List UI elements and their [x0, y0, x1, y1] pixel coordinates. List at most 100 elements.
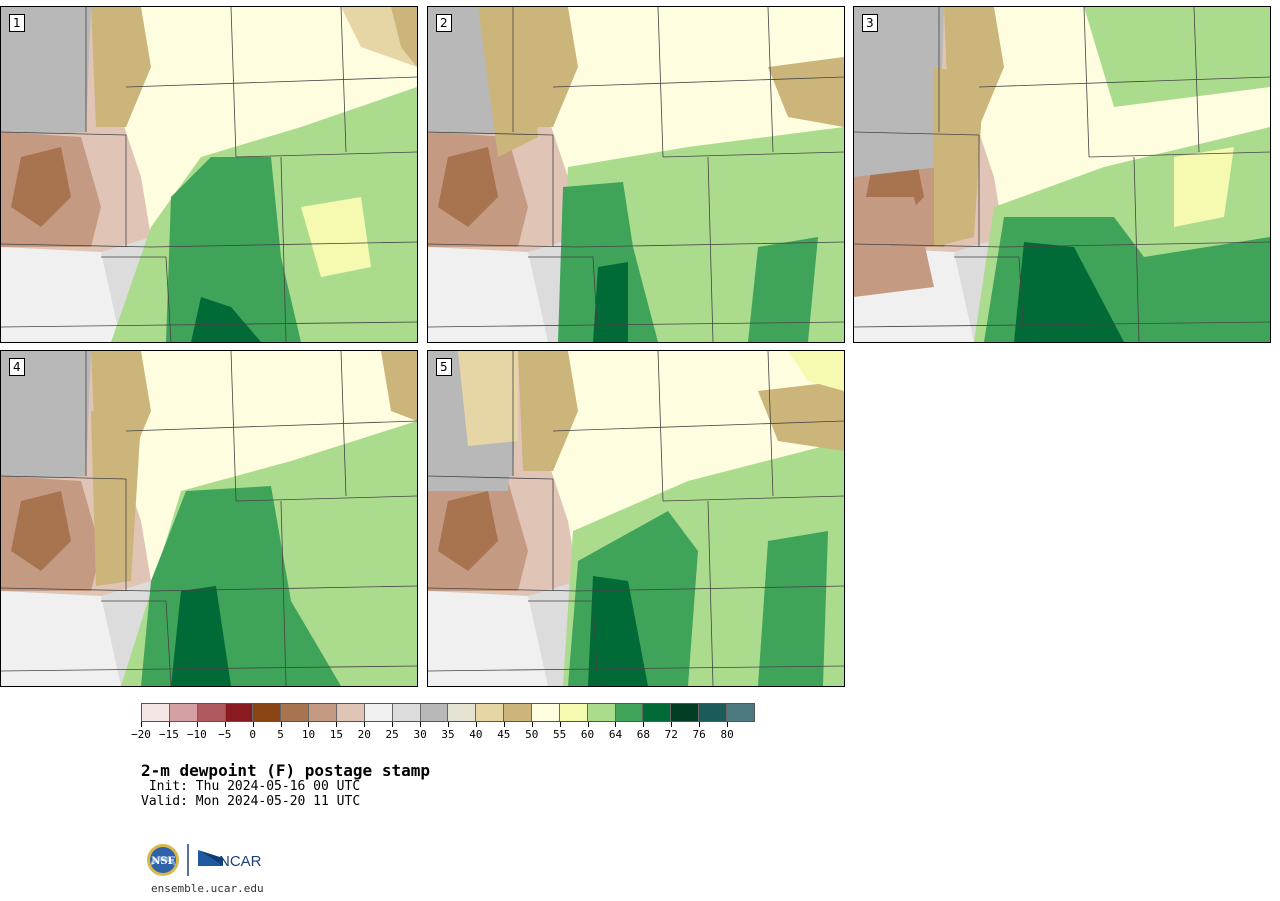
- colorbar-tick-label: 50: [525, 728, 539, 741]
- colorbar-tick: [392, 722, 394, 727]
- terrain-highlands: [11, 147, 71, 227]
- state-boundary: [552, 420, 844, 432]
- state-boundary: [101, 600, 172, 686]
- state-boundary: [662, 495, 844, 502]
- dry-pocket: [301, 197, 371, 277]
- dewpoint-map-2: [428, 7, 844, 342]
- colorbar-tick-label: 30: [413, 728, 427, 741]
- state-boundary: [340, 351, 347, 497]
- colorbar-tick: [643, 722, 645, 727]
- state-boundary: [1, 243, 152, 248]
- colorbar-tick: [308, 722, 310, 727]
- ncar-logo-text: NCAR: [219, 853, 262, 870]
- colorbar-tick-label: 10: [301, 728, 316, 741]
- colorbar-tick-label: 64: [608, 728, 623, 741]
- init-time: Init: Thu 2024-05-16 00 UTC: [141, 779, 361, 794]
- colorbar-swatch: [281, 704, 310, 721]
- colorbar-tick-label: 55: [553, 728, 567, 741]
- colorbar-ticks: −20 −15 −10 −5 0 5 10 15 20 25 30 35 40 45 50 55 60 64 68 7…: [131, 722, 755, 742]
- terrain-northwest-3: [854, 7, 944, 177]
- colorbar-tick-label: 20: [357, 728, 371, 741]
- colorbar-swatch: [532, 704, 560, 721]
- state-boundary: [101, 256, 172, 342]
- colorbar-tick: [559, 722, 561, 727]
- state-boundary: [854, 131, 980, 136]
- map-panel-2: 2: [427, 6, 845, 343]
- terrain-northwest: [1, 7, 91, 137]
- moisture-high: [558, 182, 658, 342]
- colorbar-tick-label: 76: [692, 728, 706, 741]
- colorbar-swatch: [476, 704, 505, 721]
- terrain-northeast: [381, 351, 417, 421]
- state-boundary: [1, 587, 152, 592]
- state-boundary: [767, 351, 774, 497]
- moisture-very-high: [593, 262, 628, 342]
- panel-label-5: 5: [436, 358, 452, 376]
- state-boundary: [1003, 241, 1270, 248]
- state-boundary: [125, 420, 417, 432]
- colorbar-tick: [336, 722, 338, 727]
- state-boundary: [235, 151, 417, 158]
- colorbar-tick: [503, 722, 505, 727]
- state-boundary: [552, 76, 844, 88]
- terrain-northeast: [768, 57, 844, 127]
- dewpoint-map-3: [854, 7, 1270, 342]
- state-boundary: [707, 500, 714, 686]
- dry-northeast: [788, 351, 844, 391]
- terrain-plains-5: [458, 351, 518, 446]
- state-boundary: [1, 475, 127, 480]
- state-boundary: [528, 256, 599, 342]
- colorbar-swatch: [420, 704, 449, 721]
- panel-label-1: 1: [9, 14, 25, 32]
- state-boundary: [428, 321, 844, 328]
- state-boundary: [854, 321, 1270, 328]
- colorbar-tick: [252, 722, 254, 727]
- state-boundary: [125, 76, 417, 88]
- terrain-plains-edge: [518, 351, 578, 471]
- colorbar-tick-label: 68: [636, 728, 650, 741]
- terrain-highlands: [438, 147, 498, 227]
- state-boundary: [954, 256, 1025, 342]
- colorbar-tick: [475, 722, 477, 727]
- moisture-very-high: [1014, 242, 1124, 342]
- state-boundary: [428, 665, 844, 672]
- terrain-highlands: [11, 491, 71, 571]
- colorbar-tick: [141, 722, 142, 727]
- colorbar-tick: [671, 722, 673, 727]
- colorbar-tick: [196, 722, 198, 727]
- state-boundary: [150, 241, 417, 248]
- colorbar-swatch: [392, 704, 421, 721]
- dry-pocket: [1174, 147, 1234, 227]
- state-boundary: [340, 7, 347, 153]
- state-boundary: [657, 351, 664, 502]
- dewpoint-map-5: [428, 351, 844, 686]
- state-boundary: [767, 7, 774, 153]
- figure-title: 2-m dewpoint (F) postage stamp: [141, 761, 430, 780]
- dewpoint-map-1: [1, 7, 417, 342]
- state-boundary: [428, 587, 579, 592]
- state-boundary: [1083, 7, 1090, 158]
- terrain-southwest: [1, 247, 131, 342]
- state-boundary: [662, 151, 844, 158]
- colorbar-swatch: [253, 704, 282, 721]
- state-boundary: [1193, 7, 1200, 153]
- colorbar-swatch: [727, 704, 754, 721]
- colorbar-tick: [364, 722, 366, 727]
- terrain-southwest: [428, 591, 558, 686]
- colorbar-swatch: [337, 704, 365, 721]
- moisture-east: [748, 237, 818, 342]
- terrain-rockies-3: [854, 197, 934, 297]
- colorbar-tick-label: −20: [131, 728, 151, 741]
- nsf-ncar-logo: NSF NCAR: [147, 844, 262, 876]
- terrain-northeast-high: [391, 7, 417, 67]
- panel-label-3: 3: [862, 14, 878, 32]
- terrain-northwest: [1, 351, 91, 481]
- colorbar-swatch: [142, 704, 170, 721]
- terrain-southwest: [428, 247, 558, 342]
- state-boundary: [230, 351, 237, 502]
- state-boundary: [235, 495, 417, 502]
- colorbar-swatch: [587, 704, 616, 721]
- moisture-high: [166, 157, 301, 342]
- colorbar-tick-label: 5: [277, 728, 284, 741]
- terrain-southwest: [1, 591, 131, 686]
